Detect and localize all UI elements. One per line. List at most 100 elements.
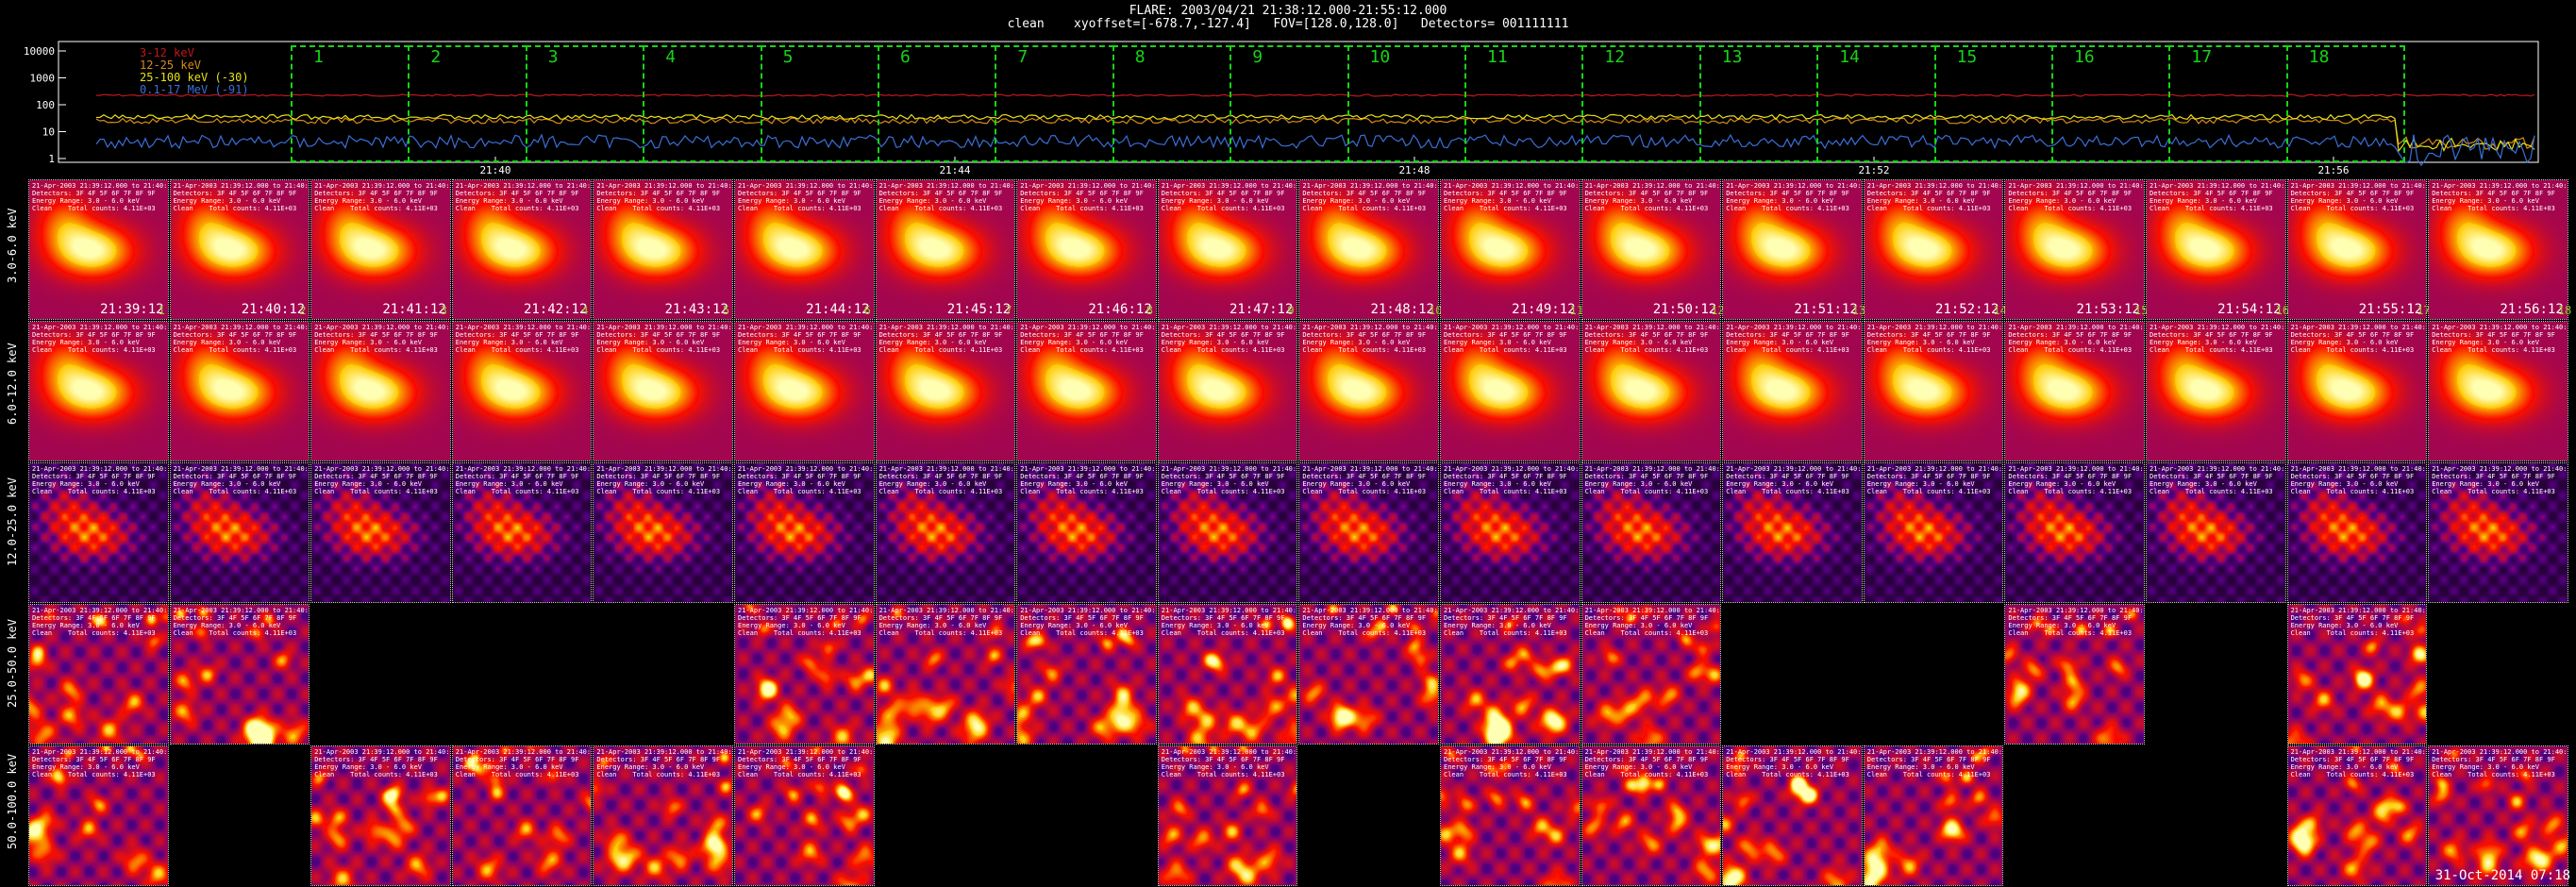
image-number: 5 <box>723 304 730 317</box>
image-info: 21-Apr-2003 21:39:12.000 to 21:40:12 Det… <box>32 182 168 212</box>
image-info: 21-Apr-2003 21:39:12.000 to 21:40:12 Det… <box>1020 182 1156 212</box>
y-tick-label: 1 <box>48 153 55 165</box>
image-map <box>170 322 309 460</box>
image-map <box>1864 180 2003 319</box>
image-info: 21-Apr-2003 21:39:12.000 to 21:40:12 Det… <box>314 748 450 778</box>
image-cell: 21-Apr-2003 21:39:12.000 to 21:40:12 Det… <box>1157 745 1298 886</box>
image-map <box>1017 322 1156 460</box>
image-map <box>452 180 592 319</box>
image-time: 21:43:12 <box>664 302 728 317</box>
image-info: 21-Apr-2003 21:39:12.000 to 21:40:12 Det… <box>1866 324 2003 354</box>
interval-box <box>1933 45 2053 162</box>
image-info: 21-Apr-2003 21:39:12.000 to 21:40:12 Det… <box>1020 607 1156 637</box>
image-info: 21-Apr-2003 21:39:12.000 to 21:40:12 Det… <box>2290 748 2427 778</box>
image-cell: 21-Apr-2003 21:39:12.000 to 21:40:12 Det… <box>2286 745 2428 886</box>
image-number: 8 <box>1146 304 1154 317</box>
image-info: 21-Apr-2003 21:39:12.000 to 21:40:12 Det… <box>1161 607 1297 637</box>
image-map <box>876 322 1015 460</box>
image-map <box>1441 746 1580 885</box>
image-map <box>311 746 450 885</box>
image-map <box>452 746 592 885</box>
image-cell: 21-Apr-2003 21:39:12.000 to 21:40:12 Det… <box>1016 321 1157 461</box>
image-map <box>1581 180 1721 319</box>
image-info: 21-Apr-2003 21:39:12.000 to 21:40:12 Det… <box>173 182 309 212</box>
interval-label: 3 <box>547 47 559 67</box>
image-map <box>2005 180 2144 319</box>
image-info: 21-Apr-2003 21:39:12.000 to 21:40:12 Det… <box>2008 182 2144 212</box>
image-cell: 21-Apr-2003 21:39:12.000 to 21:40:12 Det… <box>1863 179 2004 320</box>
image-info: 21-Apr-2003 21:39:12.000 to 21:40:12 Det… <box>1584 748 1721 778</box>
image-info: 21-Apr-2003 21:39:12.000 to 21:40:12 Det… <box>314 324 450 354</box>
image-map <box>2429 180 2568 319</box>
image-map <box>1723 180 1862 319</box>
image-info: 21-Apr-2003 21:39:12.000 to 21:40:12 Det… <box>1444 465 1580 495</box>
image-cell: 21-Apr-2003 21:39:12.000 to 21:40:12 Det… <box>2004 179 2145 320</box>
series-0.1-17-mev <box>95 133 2535 167</box>
image-time: 21:50:12 <box>1652 302 1717 317</box>
interval-box <box>1112 45 1232 162</box>
energy-band-label: 12.0-25.0 keV <box>6 477 19 566</box>
interval-label: 6 <box>900 47 911 67</box>
image-cell: 21-Apr-2003 21:39:12.000 to 21:40:12 Det… <box>1440 179 1581 320</box>
image-number: 18 <box>2557 304 2572 317</box>
image-map <box>2287 180 2427 319</box>
image-info: 21-Apr-2003 21:39:12.000 to 21:40:12 Det… <box>878 324 1015 354</box>
image-number: 1 <box>158 304 165 317</box>
image-info: 21-Apr-2003 21:39:12.000 to 21:40:12 Det… <box>314 182 450 212</box>
image-cell: 21-Apr-2003 21:39:12.000 to 21:40:12 Det… <box>451 462 593 603</box>
x-tick-label: 21:44 <box>939 164 970 176</box>
image-cell: 21-Apr-2003 21:39:12.000 to 21:40:12 Det… <box>1016 604 1157 745</box>
image-info: 21-Apr-2003 21:39:12.000 to 21:40:12 Det… <box>32 465 168 495</box>
image-cell: 21-Apr-2003 21:39:12.000 to 21:40:12 Det… <box>2286 604 2428 745</box>
image-info: 21-Apr-2003 21:39:12.000 to 21:40:12 Det… <box>878 182 1015 212</box>
image-map <box>2147 180 2285 319</box>
image-cell: 21-Apr-2003 21:39:12.000 to 21:40:12 Det… <box>310 321 451 461</box>
x-tick-label: 21:52 <box>1858 164 1889 176</box>
image-map <box>1158 463 1297 602</box>
image-info: 21-Apr-2003 21:39:12.000 to 21:40:12 Det… <box>32 607 168 637</box>
image-map <box>2005 605 2144 744</box>
image-time: 21:45:12 <box>946 302 1012 317</box>
image-map <box>1017 463 1156 602</box>
legend-entry: 3-12 keV <box>140 46 194 59</box>
interval-label: 18 <box>2308 47 2330 67</box>
image-number: 15 <box>2134 304 2149 317</box>
image-map <box>1581 746 1721 885</box>
image-cell: 21-Apr-2003 21:39:12.000 to 21:40:12 Det… <box>1581 745 1722 886</box>
interval-box <box>2051 45 2171 162</box>
image-cell: 21-Apr-2003 21:39:12.000 to 21:40:12 Det… <box>1298 179 1439 320</box>
image-cell: 21-Apr-2003 21:39:12.000 to 21:40:12 Det… <box>2428 745 2568 886</box>
image-time: 21:39:12 <box>100 302 164 317</box>
image-map <box>170 180 309 319</box>
energy-band-label: 3.0-6.0 keV <box>6 208 19 283</box>
image-map <box>170 605 309 744</box>
image-map <box>594 746 732 885</box>
image-info: 21-Apr-2003 21:39:12.000 to 21:40:12 Det… <box>1866 465 2003 495</box>
image-number: 10 <box>1429 304 1443 317</box>
image-cell: 21-Apr-2003 21:39:12.000 to 21:40:12 Det… <box>310 745 451 886</box>
image-cell: 21-Apr-2003 21:39:12.000 to 21:40:12 Det… <box>1157 321 1298 461</box>
interval-box <box>408 45 527 162</box>
image-info: 21-Apr-2003 21:39:12.000 to 21:40:12 Det… <box>1302 182 1438 212</box>
image-cell: 21-Apr-2003 21:39:12.000 to 21:40:12 Det… <box>1863 745 2004 886</box>
image-cell: 21-Apr-2003 21:39:12.000 to 21:40:12 Det… <box>1581 462 1722 603</box>
image-map <box>594 322 732 460</box>
image-cell: 21-Apr-2003 21:39:12.000 to 21:40:12 Det… <box>1863 321 2004 461</box>
image-cell: 21-Apr-2003 21:39:12.000 to 21:40:12 Det… <box>1440 321 1581 461</box>
image-map <box>1017 605 1156 744</box>
image-cell: 21-Apr-2003 21:39:12.000 to 21:40:12 Det… <box>2286 462 2428 603</box>
image-map <box>1299 605 1438 744</box>
image-cell: 21-Apr-2003 21:39:12.000 to 21:40:12 Det… <box>734 745 875 886</box>
image-map <box>2005 322 2144 460</box>
image-cell: 21-Apr-2003 21:39:12.000 to 21:40:12 Det… <box>310 462 451 603</box>
interval-label: 11 <box>1487 47 1508 67</box>
image-info: 21-Apr-2003 21:39:12.000 to 21:40:12 Det… <box>2432 748 2568 778</box>
image-map <box>1581 322 1721 460</box>
image-info: 21-Apr-2003 21:39:12.000 to 21:40:12 Det… <box>738 182 874 212</box>
y-tick-label: 10000 <box>24 45 55 58</box>
legend-entry: 12-25 keV <box>140 59 202 72</box>
lightcurve-plot: 10000 1000 100 10 1 21:40 21:44 21:48 21:52 21:56 <box>24 41 2539 176</box>
interval-box <box>643 45 762 162</box>
image-info: 21-Apr-2003 21:39:12.000 to 21:40:12 Det… <box>455 182 592 212</box>
image-cell: 21-Apr-2003 21:39:12.000 to 21:40:12 Det… <box>451 179 593 320</box>
